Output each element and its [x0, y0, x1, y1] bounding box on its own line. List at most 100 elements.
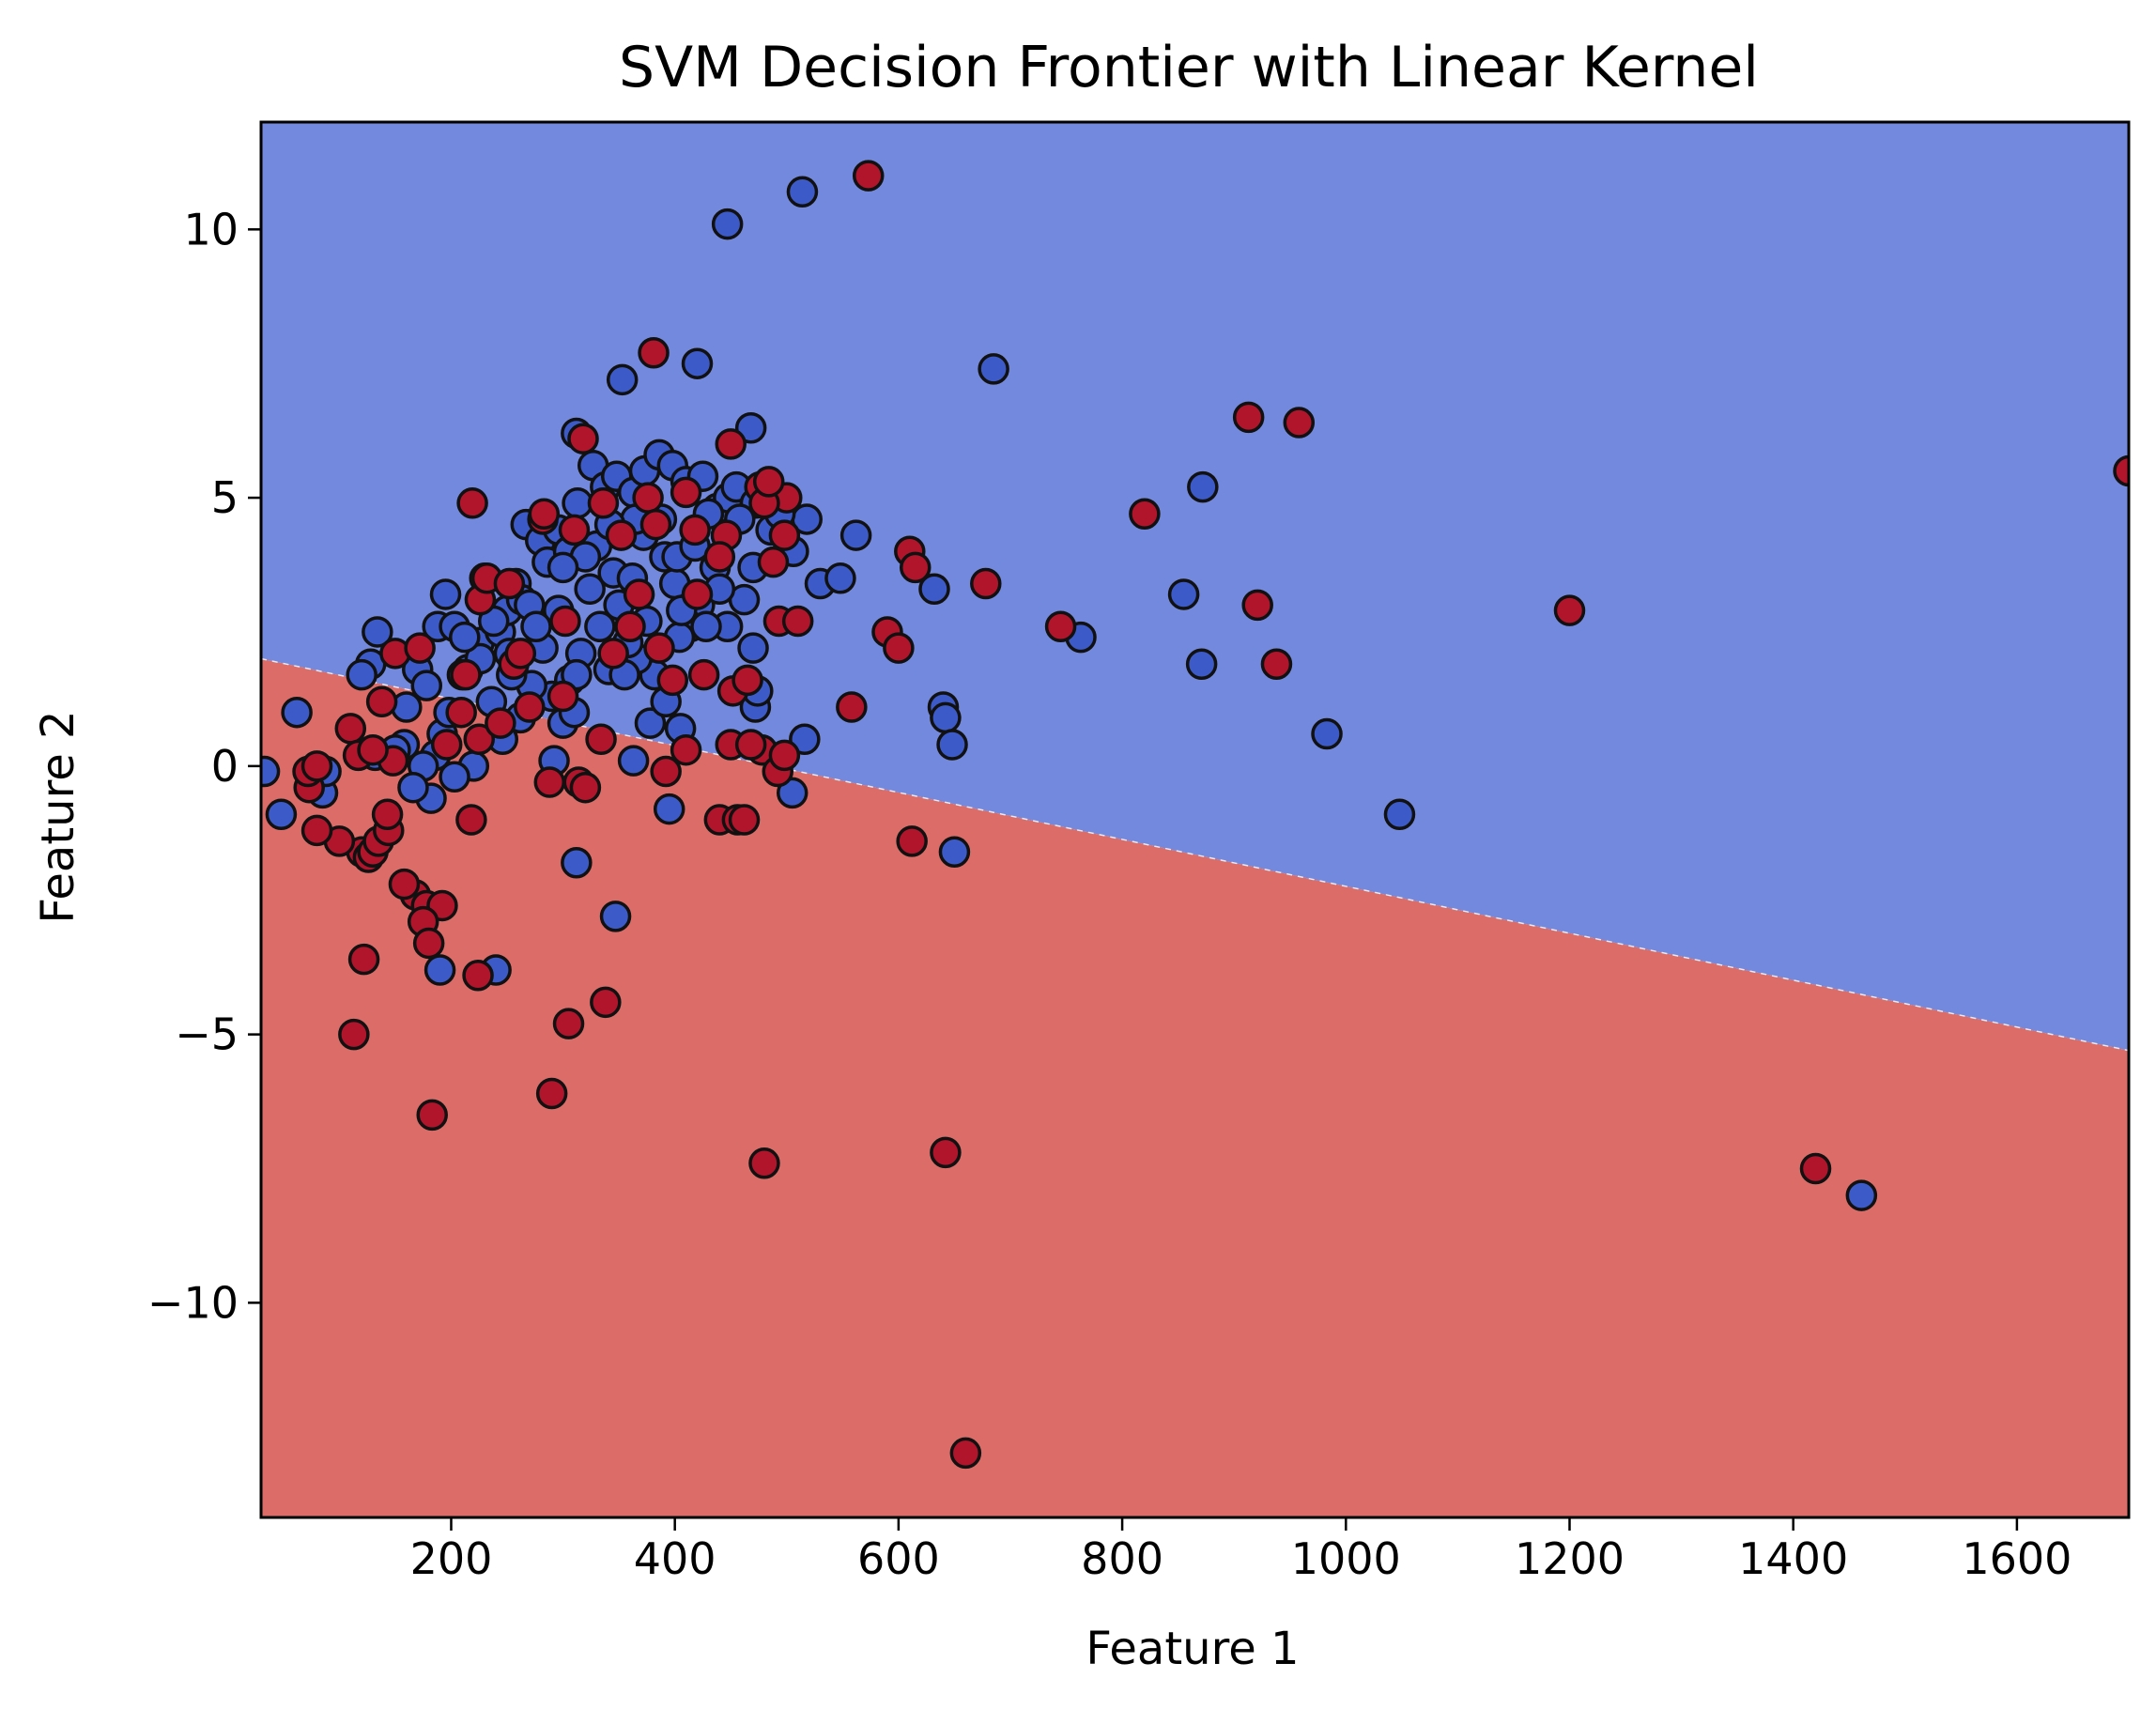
data-point	[679, 514, 711, 547]
data-point	[412, 927, 445, 960]
data-point	[970, 567, 1002, 600]
data-point	[430, 729, 463, 761]
x-tick-label: 200	[410, 1533, 493, 1584]
plot-area	[261, 122, 2129, 1517]
data-point	[670, 733, 702, 766]
data-point	[300, 814, 333, 847]
data-point	[1283, 407, 1316, 439]
data-point	[528, 498, 561, 530]
data-point	[462, 959, 494, 992]
data-point	[781, 605, 814, 638]
data-point	[883, 632, 915, 664]
y-tick-label: 5	[211, 472, 239, 523]
x-axis-label: Feature 1	[1086, 1623, 1299, 1675]
data-point	[561, 846, 593, 879]
data-point	[734, 729, 767, 761]
y-tick-label: 0	[211, 741, 239, 792]
x-tick-label: 1400	[1738, 1533, 1848, 1584]
data-point	[463, 723, 495, 756]
data-point	[281, 696, 313, 729]
data-point	[334, 713, 367, 745]
data-point	[752, 466, 785, 498]
data-point	[757, 546, 790, 578]
data-point	[936, 729, 968, 761]
data-point	[776, 777, 808, 809]
data-point	[585, 723, 617, 756]
data-point	[681, 578, 714, 610]
data-point	[1383, 798, 1416, 831]
data-point	[416, 1099, 448, 1132]
data-point	[558, 514, 591, 547]
data-point	[938, 836, 971, 869]
data-point	[584, 610, 616, 642]
data-point	[449, 621, 481, 654]
decision-regions	[261, 122, 2129, 1517]
data-point	[930, 701, 962, 734]
data-point	[653, 793, 685, 825]
data-point	[569, 771, 602, 804]
data-point	[338, 1018, 370, 1051]
data-point	[547, 680, 579, 713]
data-point	[1185, 648, 1218, 681]
data-point	[1187, 470, 1219, 503]
data-point	[533, 766, 566, 798]
data-point	[930, 1136, 962, 1169]
data-point	[789, 723, 821, 756]
data-point	[535, 1077, 568, 1110]
data-point	[748, 1147, 780, 1179]
data-point	[768, 519, 801, 551]
data-point	[639, 508, 672, 541]
data-point	[365, 685, 398, 718]
data-point	[839, 519, 872, 551]
data-point	[424, 954, 456, 986]
data-point	[504, 638, 537, 670]
data-point	[896, 825, 928, 857]
data-point	[429, 578, 462, 610]
data-point	[899, 551, 932, 584]
data-point	[852, 160, 885, 192]
data-point	[978, 353, 1009, 385]
data-point	[1799, 1152, 1832, 1185]
data-point	[357, 733, 389, 766]
data-point	[346, 658, 377, 691]
data-point	[690, 610, 722, 642]
data-point	[265, 798, 298, 831]
y-tick-label: −5	[175, 1009, 239, 1060]
data-point	[670, 476, 702, 509]
data-point	[1044, 610, 1077, 642]
data-point	[715, 428, 747, 460]
data-point	[2113, 454, 2129, 487]
data-point	[737, 632, 769, 664]
y-tick-label: 10	[183, 204, 239, 254]
y-tick-label: −10	[147, 1277, 239, 1328]
data-point	[574, 573, 606, 605]
data-point	[445, 696, 477, 729]
data-point	[456, 487, 488, 519]
x-tick-label: 1200	[1515, 1533, 1625, 1584]
data-point	[703, 541, 736, 573]
data-point	[623, 578, 655, 610]
data-point	[552, 1008, 585, 1039]
data-point	[711, 208, 744, 240]
data-point	[1167, 578, 1200, 610]
data-point	[347, 943, 380, 976]
red-class-points	[292, 160, 2129, 1470]
data-point	[605, 519, 638, 551]
data-point	[638, 337, 670, 369]
data-point	[949, 1437, 982, 1470]
x-tick-label: 600	[857, 1533, 940, 1584]
x-axis-ticks: 200 400 600 800 1000 1200 1400 1600	[410, 1517, 2071, 1584]
data-point	[404, 632, 436, 664]
x-tick-label: 1600	[1962, 1533, 2071, 1584]
data-point	[549, 605, 581, 638]
data-point	[632, 482, 664, 514]
data-point	[786, 176, 819, 208]
data-point	[455, 804, 487, 836]
data-point	[650, 755, 682, 788]
data-point	[261, 755, 281, 788]
x-tick-label: 400	[634, 1533, 716, 1584]
data-point	[836, 691, 868, 723]
x-tick-label: 800	[1081, 1533, 1163, 1584]
data-point	[617, 745, 650, 777]
